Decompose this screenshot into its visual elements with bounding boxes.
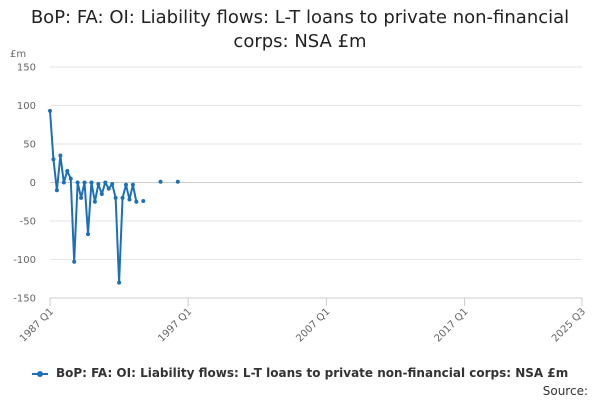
data-point[interactable] xyxy=(120,195,125,200)
chart-title: BoP: FA: OI: Liability flows: L-T loans … xyxy=(0,6,600,54)
x-tick-label: 2025 Q3 xyxy=(550,306,588,344)
data-point[interactable] xyxy=(65,168,70,173)
data-point[interactable] xyxy=(113,195,118,200)
y-axis-unit-label: £m xyxy=(10,49,26,60)
y-tick-label: -100 xyxy=(13,255,36,266)
data-point[interactable] xyxy=(103,180,108,185)
data-point[interactable] xyxy=(82,180,87,185)
data-point[interactable] xyxy=(106,186,111,191)
data-point[interactable] xyxy=(75,180,80,185)
data-point[interactable] xyxy=(117,280,122,285)
data-point[interactable] xyxy=(110,182,115,187)
data-point[interactable] xyxy=(99,192,104,197)
legend-label: BoP: FA: OI: Liability flows: L-T loans … xyxy=(55,366,569,380)
x-tick-label: 2007 Q1 xyxy=(294,306,332,344)
data-point[interactable] xyxy=(48,108,52,113)
data-point[interactable] xyxy=(58,153,63,158)
data-point[interactable] xyxy=(72,259,77,264)
y-tick-label: -150 xyxy=(13,294,36,305)
chart-title-line-2: corps: NSA £m xyxy=(233,31,367,52)
data-point[interactable] xyxy=(51,157,56,162)
data-point[interactable] xyxy=(130,182,135,187)
series-layer xyxy=(48,108,180,285)
data-point[interactable] xyxy=(175,179,180,184)
data-point[interactable] xyxy=(79,195,84,200)
data-point[interactable] xyxy=(68,176,73,181)
x-axis: 1987 Q1 1997 Q1 2007 Q1 2017 Q1 2025 Q3 xyxy=(18,297,588,344)
grid-lines xyxy=(50,66,582,299)
x-tick-label: 2017 Q1 xyxy=(433,306,471,344)
x-tick-label: 1987 Q1 xyxy=(18,306,56,344)
data-point[interactable] xyxy=(141,198,146,203)
y-tick-label: 50 xyxy=(23,140,36,151)
legend-line-marker-icon xyxy=(31,370,48,377)
data-point[interactable] xyxy=(134,199,139,204)
data-point[interactable] xyxy=(124,182,128,187)
data-point[interactable] xyxy=(158,179,163,184)
data-point[interactable] xyxy=(89,180,94,185)
chart-title-line-1: BoP: FA: OI: Liability flows: L-T loans … xyxy=(30,7,570,28)
y-tick-label: 0 xyxy=(30,178,36,189)
source-label: Source: xyxy=(542,384,588,398)
y-tick-label: 150 xyxy=(17,63,36,74)
data-point[interactable] xyxy=(61,180,66,185)
data-point[interactable] xyxy=(86,232,90,237)
data-point[interactable] xyxy=(54,188,59,193)
data-point[interactable] xyxy=(96,182,101,187)
y-axis-tick-labels: 150 100 50 0 -50 -100 -150 xyxy=(13,63,36,305)
data-point[interactable] xyxy=(92,199,97,204)
legend[interactable]: BoP: FA: OI: Liability flows: L-T loans … xyxy=(0,366,600,380)
series-line xyxy=(49,110,138,284)
data-point[interactable] xyxy=(127,197,132,202)
x-tick-label: 1997 Q1 xyxy=(156,306,194,344)
y-tick-label: -50 xyxy=(20,217,36,228)
y-tick-label: 100 xyxy=(17,101,36,112)
